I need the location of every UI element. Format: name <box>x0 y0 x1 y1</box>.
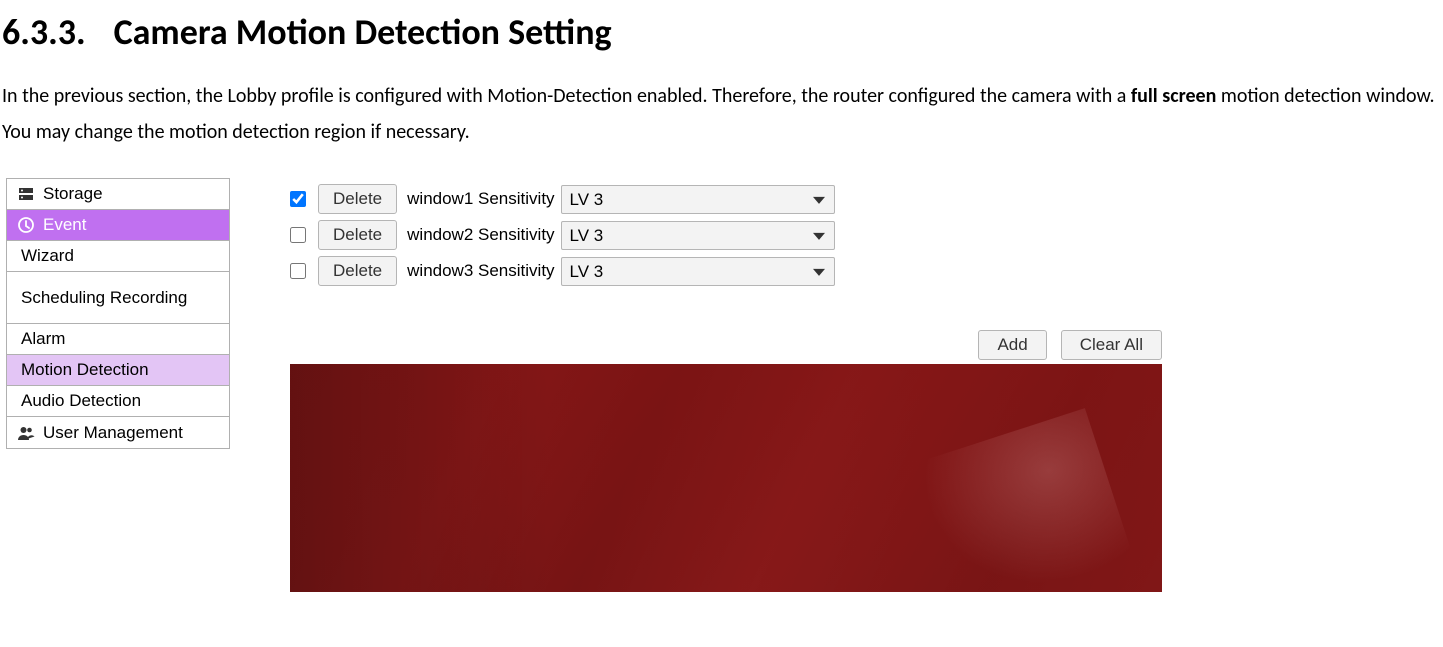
paragraph-bold: full screen <box>1131 84 1217 108</box>
window2-checkbox[interactable] <box>290 227 306 243</box>
window1-sensitivity-wrap: LV 3 <box>561 185 835 214</box>
storage-icon <box>17 185 35 203</box>
user-icon <box>17 424 35 442</box>
action-button-row: Add Clear All <box>290 330 1162 360</box>
sidebar-item-label: Event <box>43 215 221 235</box>
sidebar-item-label: Wizard <box>21 246 221 266</box>
motion-detection-panel: Delete window1 Sensitivity LV 3 Delete w… <box>290 178 1443 592</box>
screenshot-area: Storage Event Wizard Scheduling Recordin… <box>6 178 1443 592</box>
settings-sidebar: Storage Event Wizard Scheduling Recordin… <box>6 178 230 449</box>
section-heading: 6.3.3. Camera Motion Detection Setting <box>2 10 1441 54</box>
sidebar-item-label: User Management <box>43 423 221 443</box>
sidebar-item-motion-detection[interactable]: Motion Detection <box>7 355 229 386</box>
window3-sensitivity-select[interactable]: LV 3 <box>561 257 835 286</box>
paragraph-part1: In the previous section, the Lobby profi… <box>2 84 1131 108</box>
window3-label: window3 Sensitivity <box>407 261 554 281</box>
window1-label: window1 Sensitivity <box>407 189 554 209</box>
sidebar-item-label: Audio Detection <box>21 391 221 411</box>
sidebar-item-event[interactable]: Event <box>7 210 229 241</box>
window2-label: window2 Sensitivity <box>407 225 554 245</box>
sidebar-item-alarm[interactable]: Alarm <box>7 324 229 355</box>
window2-sensitivity-select[interactable]: LV 3 <box>561 221 835 250</box>
sidebar-item-label: Alarm <box>21 329 221 349</box>
clear-all-button[interactable]: Clear All <box>1061 330 1162 360</box>
window3-delete-button[interactable]: Delete <box>318 256 397 286</box>
sidebar-item-label: Motion Detection <box>21 360 221 380</box>
sidebar-item-audio-detection[interactable]: Audio Detection <box>7 386 229 417</box>
intro-paragraph: In the previous section, the Lobby profi… <box>2 78 1441 150</box>
window1-sensitivity-select[interactable]: LV 3 <box>561 185 835 214</box>
sidebar-item-storage[interactable]: Storage <box>7 179 229 210</box>
window-row-1: Delete window1 Sensitivity LV 3 <box>290 184 1443 214</box>
window-row-2: Delete window2 Sensitivity LV 3 <box>290 220 1443 250</box>
sidebar-item-wizard[interactable]: Wizard <box>7 241 229 272</box>
window2-sensitivity-wrap: LV 3 <box>561 221 835 250</box>
window1-checkbox[interactable] <box>290 191 306 207</box>
sidebar-item-label: Storage <box>43 184 221 204</box>
sidebar-item-label: Scheduling Recording <box>21 288 221 308</box>
sidebar-item-user-management[interactable]: User Management <box>7 417 229 448</box>
event-icon <box>17 216 35 234</box>
window3-checkbox[interactable] <box>290 263 306 279</box>
section-title: Camera Motion Detection Setting <box>114 10 612 54</box>
window-row-3: Delete window3 Sensitivity LV 3 <box>290 256 1443 286</box>
add-button[interactable]: Add <box>978 330 1046 360</box>
window2-delete-button[interactable]: Delete <box>318 220 397 250</box>
motion-detection-preview[interactable] <box>290 364 1162 592</box>
sidebar-item-scheduling-recording[interactable]: Scheduling Recording <box>7 272 229 324</box>
window3-sensitivity-wrap: LV 3 <box>561 257 835 286</box>
window1-delete-button[interactable]: Delete <box>318 184 397 214</box>
section-number: 6.3.3. <box>2 10 86 54</box>
